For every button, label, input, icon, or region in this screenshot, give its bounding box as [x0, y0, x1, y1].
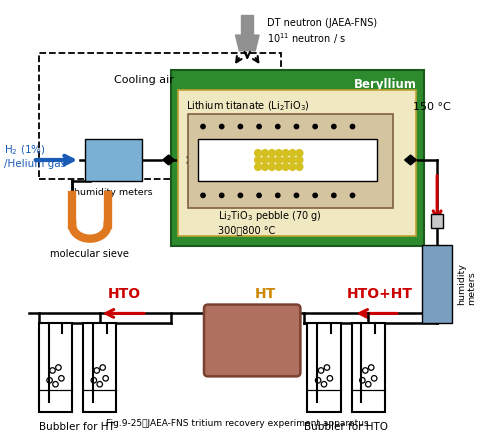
Text: 500 °C: 500 °C: [233, 351, 271, 361]
Circle shape: [255, 163, 262, 170]
Circle shape: [282, 149, 289, 156]
Circle shape: [296, 163, 303, 170]
Text: Bubbler for HTO: Bubbler for HTO: [304, 422, 388, 431]
Text: 150 °C: 150 °C: [413, 102, 451, 112]
Text: (250 g): (250 g): [232, 336, 273, 346]
Text: Beryllium: Beryllium: [354, 78, 417, 91]
Polygon shape: [168, 155, 175, 165]
Circle shape: [255, 156, 262, 163]
Text: HTO: HTO: [108, 287, 141, 301]
Text: Container: Container: [265, 125, 316, 135]
Circle shape: [255, 149, 262, 156]
Circle shape: [350, 125, 355, 129]
Bar: [179, 90, 417, 236]
Text: Li$_2$TiO$_3$ pebble (70 g)
300～800 °C: Li$_2$TiO$_3$ pebble (70 g) 300～800 °C: [218, 173, 322, 235]
Bar: [170, 70, 424, 246]
Circle shape: [238, 193, 242, 198]
Circle shape: [276, 193, 280, 198]
Text: Bubbler for HT: Bubbler for HT: [39, 422, 115, 431]
Text: Cooling air: Cooling air: [114, 75, 174, 85]
Polygon shape: [236, 35, 259, 51]
Text: Lithium titanate (Li$_2$TiO$_3$): Lithium titanate (Li$_2$TiO$_3$): [186, 99, 310, 113]
Circle shape: [289, 149, 296, 156]
Text: Fig.9-25　JAEA-FNS tritium recovery experiment apparatus: Fig.9-25 JAEA-FNS tritium recovery exper…: [106, 419, 369, 427]
Circle shape: [332, 193, 336, 198]
Text: CuO: CuO: [237, 320, 267, 333]
Circle shape: [276, 163, 282, 170]
Bar: [198, 139, 377, 180]
Circle shape: [350, 193, 355, 198]
Text: HTO+HT: HTO+HT: [347, 287, 413, 301]
Polygon shape: [241, 15, 253, 35]
Text: DT neutron (JAEA-FNS): DT neutron (JAEA-FNS): [267, 18, 377, 28]
Circle shape: [276, 156, 282, 163]
Text: H$_2$ (1%): H$_2$ (1%): [4, 143, 46, 157]
Circle shape: [257, 125, 261, 129]
FancyBboxPatch shape: [204, 305, 300, 376]
Circle shape: [268, 156, 276, 163]
Text: HT: HT: [254, 287, 276, 301]
Circle shape: [313, 125, 317, 129]
Circle shape: [282, 163, 289, 170]
Bar: [83, 323, 117, 412]
Circle shape: [219, 193, 224, 198]
Circle shape: [313, 193, 317, 198]
Bar: [431, 214, 443, 228]
Text: molecular sieve: molecular sieve: [50, 250, 130, 260]
Circle shape: [262, 163, 268, 170]
Circle shape: [262, 156, 268, 163]
Circle shape: [332, 125, 336, 129]
Bar: [188, 114, 393, 208]
Circle shape: [289, 156, 296, 163]
Circle shape: [276, 149, 282, 156]
Circle shape: [296, 149, 303, 156]
Circle shape: [276, 125, 280, 129]
Bar: [39, 323, 72, 412]
Circle shape: [296, 156, 303, 163]
Text: /Helium gas: /Helium gas: [4, 159, 66, 169]
Circle shape: [238, 125, 242, 129]
Text: humidity
meters: humidity meters: [457, 263, 476, 305]
Circle shape: [294, 125, 299, 129]
Polygon shape: [163, 155, 168, 165]
Circle shape: [268, 163, 276, 170]
Bar: [39, 53, 281, 179]
Bar: [351, 323, 385, 412]
Circle shape: [282, 156, 289, 163]
Polygon shape: [405, 155, 410, 165]
Circle shape: [219, 125, 224, 129]
Polygon shape: [410, 155, 417, 165]
Bar: [85, 139, 142, 180]
Circle shape: [289, 163, 296, 170]
Bar: [307, 323, 341, 412]
Text: $10^{11}$ neutron / s: $10^{11}$ neutron / s: [267, 31, 346, 46]
Circle shape: [262, 149, 268, 156]
Circle shape: [201, 125, 205, 129]
Circle shape: [257, 193, 261, 198]
Circle shape: [268, 149, 276, 156]
Circle shape: [201, 193, 205, 198]
Text: humidity meters: humidity meters: [74, 188, 153, 197]
Circle shape: [294, 193, 299, 198]
Bar: [422, 245, 452, 323]
